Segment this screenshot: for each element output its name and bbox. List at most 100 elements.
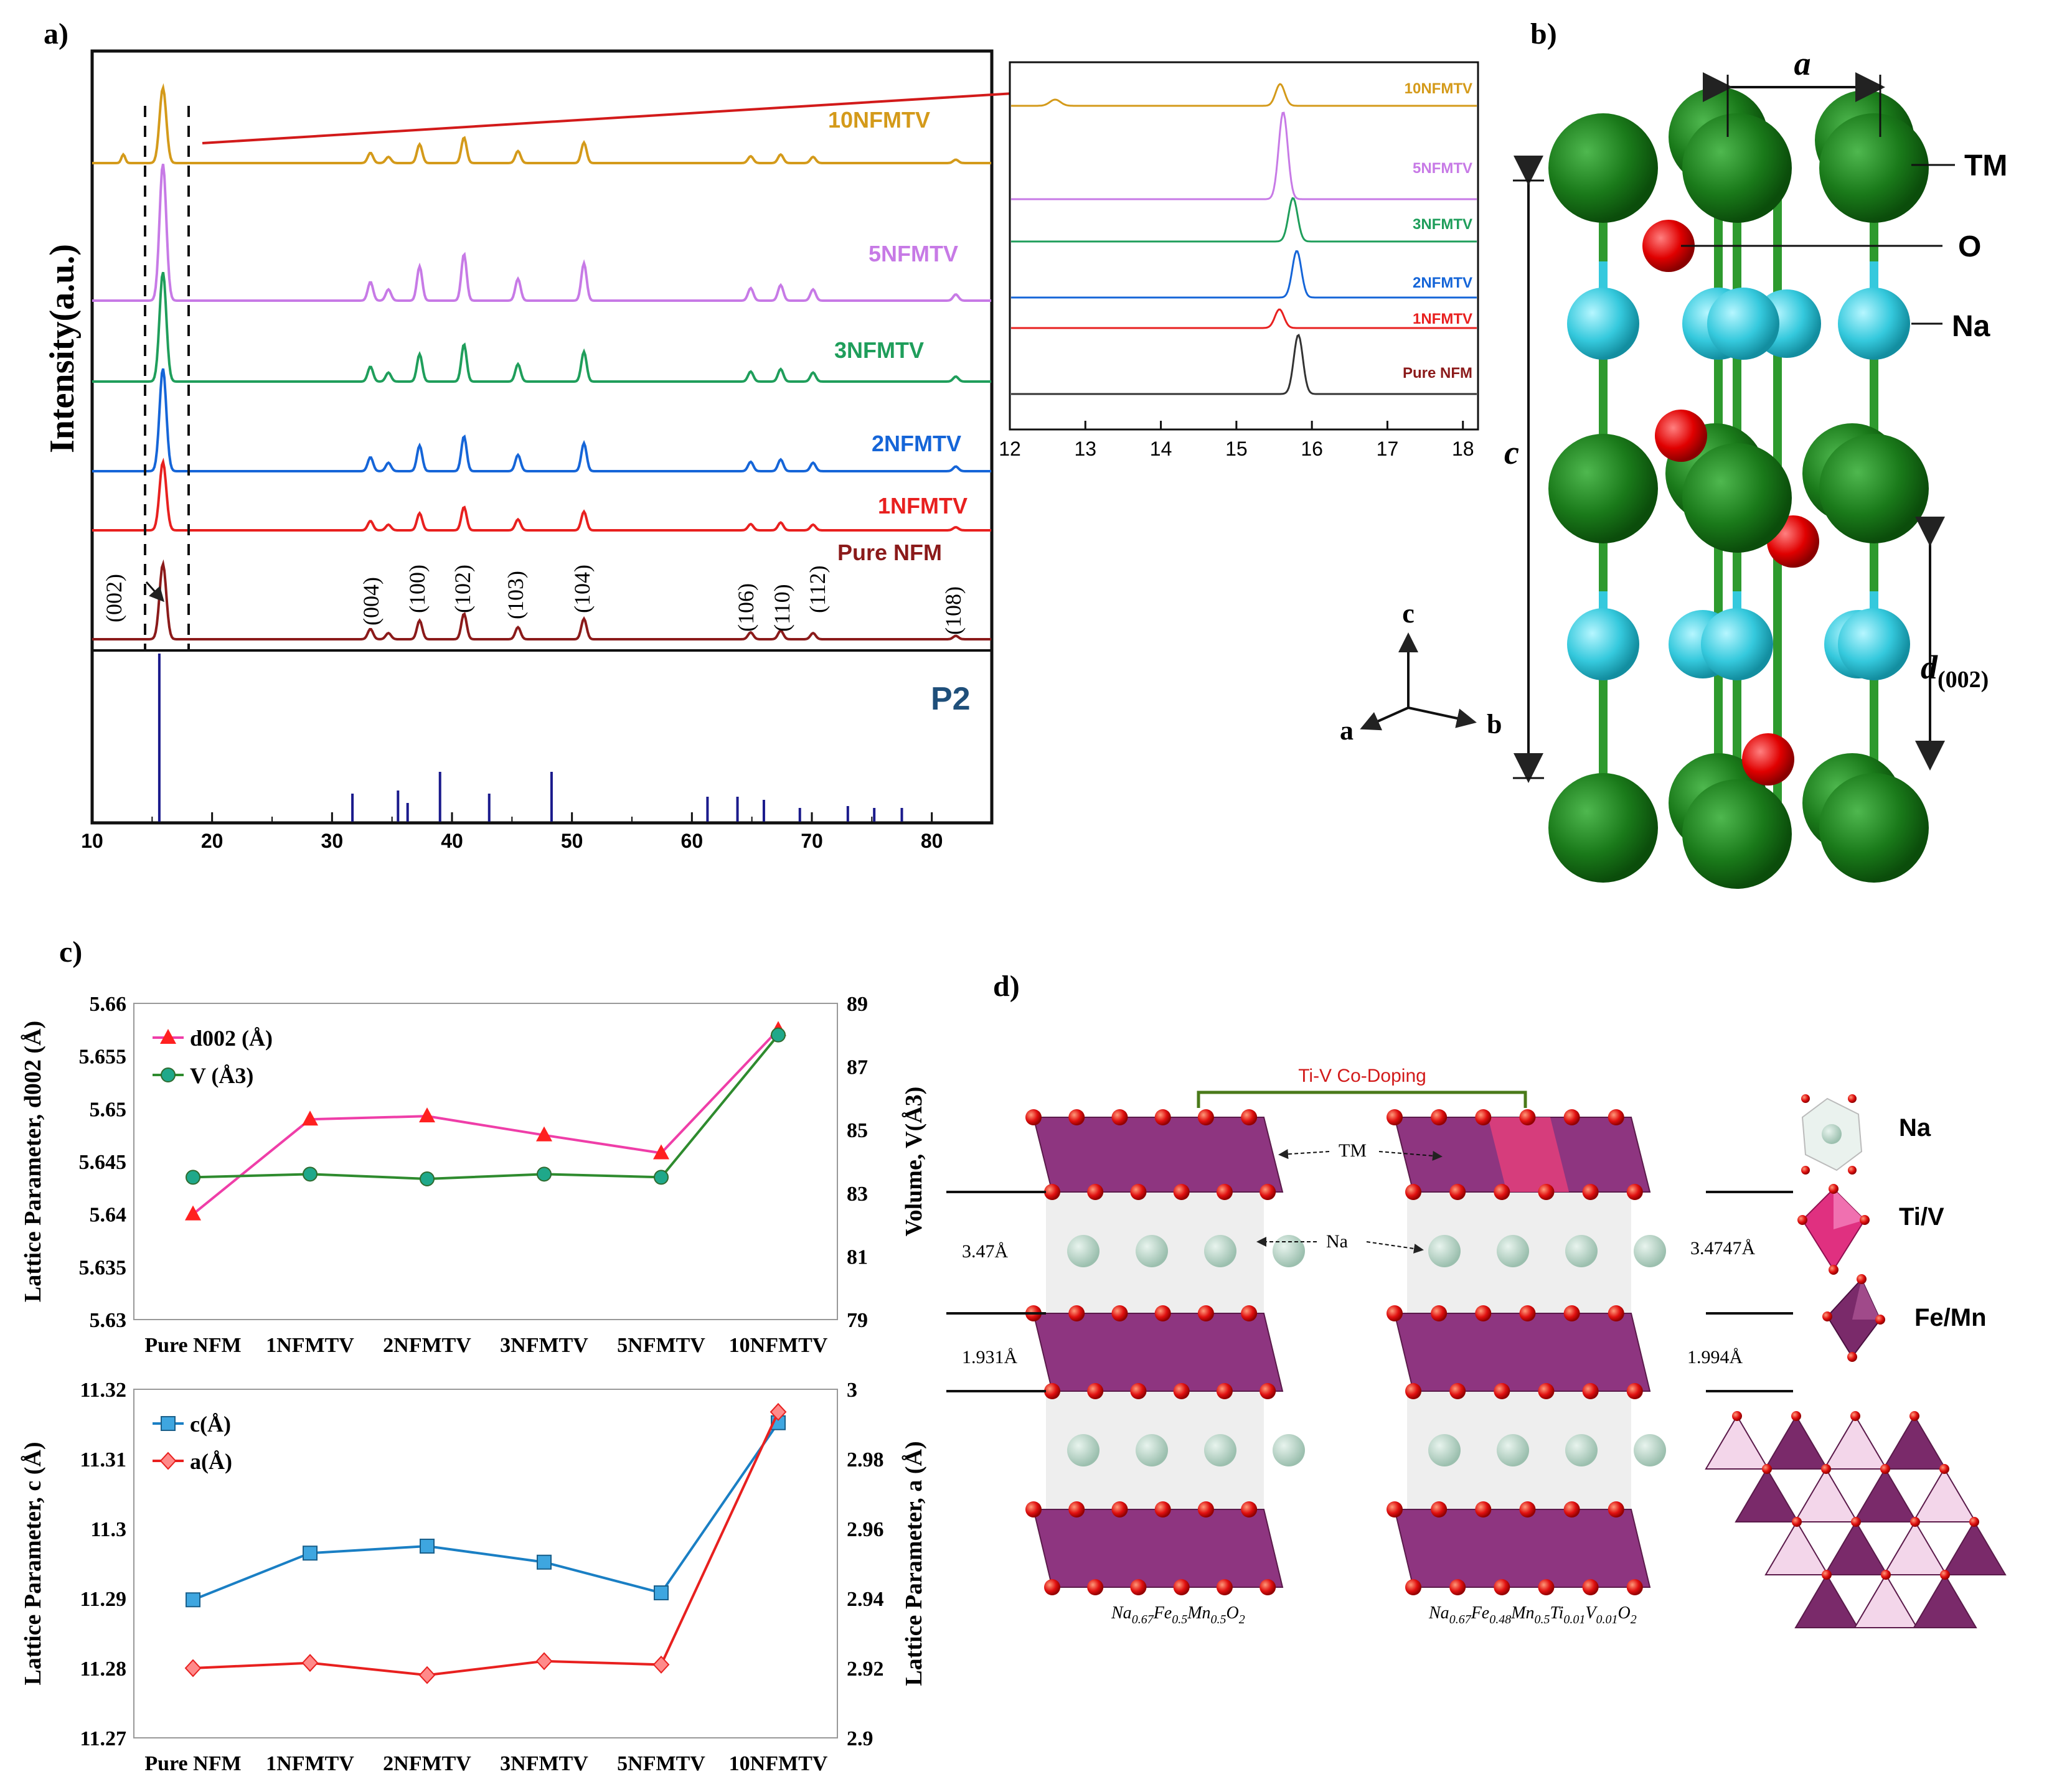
o-atom [1025, 1501, 1042, 1518]
o-atom [1582, 1383, 1599, 1399]
o-atom [1519, 1305, 1536, 1321]
o-atom [1111, 1109, 1128, 1125]
y-tick-label: 5.63 [90, 1309, 127, 1332]
inset-x-axis: 12 13 14 15 16 17 18 [999, 421, 1474, 460]
data-point [535, 1652, 553, 1671]
x-tick-label: 60 [681, 830, 704, 852]
data-point [303, 1166, 318, 1182]
plot-frame [133, 1003, 838, 1320]
o-atom [1626, 1383, 1643, 1399]
y2-tick-label: 2.92 [847, 1658, 884, 1681]
tm-atom [1548, 434, 1658, 543]
na-atom [1838, 608, 1910, 680]
y2-axis-label: Lattice Parameter, a (Å) [901, 1441, 927, 1686]
o-atom [1626, 1579, 1643, 1595]
o-atom [1851, 1517, 1861, 1527]
axis-b-arrow [1408, 706, 1477, 728]
data-point [536, 1126, 552, 1142]
octahedron [1853, 1468, 1918, 1522]
category-label: 10NFMTV [729, 1752, 828, 1775]
label-na: Na [1952, 310, 1990, 343]
tm-slab [1393, 1313, 1651, 1392]
na-atom [1273, 1235, 1305, 1267]
o-atom [1538, 1383, 1555, 1399]
formula-right: Na0.67Fe0.48Mn0.5Ti0.01V0.01O2 [1428, 1603, 1637, 1626]
o-atom [1822, 1570, 1832, 1580]
category-label: 1NFMTV [266, 1752, 354, 1775]
data-point [652, 1655, 670, 1674]
hkl-label: (108) [941, 586, 966, 635]
atoms [1548, 87, 1929, 889]
octahedron [1824, 1521, 1888, 1575]
data-point [653, 1144, 669, 1160]
o-atom [1939, 1464, 1949, 1474]
tm-atom [1819, 773, 1929, 883]
o-atom [1260, 1579, 1276, 1595]
o-atom [1068, 1501, 1085, 1518]
category-label: 2NFMTV [383, 1334, 471, 1357]
reference-sticks [158, 654, 903, 822]
o-atom [1563, 1501, 1580, 1518]
panel-d-layers: d) Ti-V Co-Doping 3.47Å 1.931Å 3.4747Å 1… [946, 970, 2007, 1628]
legend-tiv: Ti/V [1899, 1203, 1944, 1231]
o-atom [1626, 1184, 1643, 1200]
o-atom [1405, 1383, 1421, 1399]
na-atom [1565, 1235, 1598, 1267]
o-atom [1216, 1579, 1233, 1595]
octahedron [1764, 1415, 1829, 1470]
na-atom [1634, 1434, 1666, 1466]
y-tick-label: 11.31 [80, 1448, 126, 1471]
legend-label: a(Å) [190, 1449, 232, 1474]
o-atom [1762, 1464, 1772, 1474]
trace-label: 5NFMTV [869, 241, 958, 266]
na-atom [1838, 288, 1910, 360]
o-atom [1111, 1501, 1128, 1518]
axis-c-label: c [1402, 598, 1415, 629]
y2-axis-label: Volume, V(Å3) [901, 1087, 927, 1237]
tm-slab [1032, 1313, 1284, 1392]
category-label: 3NFMTV [500, 1752, 588, 1775]
y-tick-label: 5.64 [90, 1204, 127, 1227]
data-point [419, 1107, 435, 1123]
category-label: Pure NFM [144, 1752, 241, 1775]
tm-atom [1548, 113, 1658, 223]
tm-atom [1682, 443, 1792, 553]
y-tick-label: 5.635 [79, 1256, 127, 1279]
xrd-x-axis: 10 20 30 40 50 60 70 80 [81, 812, 943, 852]
inset-label: 5NFMTV [1413, 160, 1472, 177]
o-atom [1655, 410, 1707, 462]
octahedron [1883, 1521, 1947, 1575]
data-point [302, 1110, 318, 1126]
o-atom [1087, 1579, 1104, 1595]
legend-tiv-octahedron [1797, 1184, 1870, 1275]
o-atom [1387, 1109, 1403, 1125]
legend-marker [161, 1416, 176, 1431]
o-atom [1087, 1184, 1104, 1200]
x-tick-label: 10 [81, 830, 103, 852]
o-atom [1025, 1109, 1042, 1125]
category-label: 10NFMTV [729, 1334, 828, 1357]
o-atom [1068, 1109, 1085, 1125]
formula-left: Na0.67Fe0.5Mn0.5O2 [1111, 1603, 1245, 1626]
y-tick-label: 11.3 [90, 1518, 126, 1541]
left-top-spacing: 3.47Å [962, 1241, 1009, 1262]
hkl-label: (004) [359, 577, 384, 626]
o-atom [1216, 1184, 1233, 1200]
o-atom [1405, 1184, 1421, 1200]
xrd-trace-3nfmtv [92, 271, 991, 383]
axis-a-label: a [1340, 715, 1354, 746]
o-atom [1475, 1109, 1492, 1125]
na-atom [1567, 608, 1639, 680]
na-atom [1497, 1235, 1529, 1267]
o-atom [1538, 1579, 1555, 1595]
inset-tick-label: 13 [1074, 438, 1096, 460]
inset-tick-label: 17 [1377, 438, 1399, 460]
na-atom [1707, 288, 1779, 360]
octahedron [1794, 1574, 1859, 1628]
tm-slab [1032, 1117, 1284, 1193]
data-point [420, 1539, 435, 1554]
o-atom [1538, 1184, 1555, 1200]
legend-marker [161, 1067, 176, 1082]
o-atom [1216, 1383, 1233, 1399]
